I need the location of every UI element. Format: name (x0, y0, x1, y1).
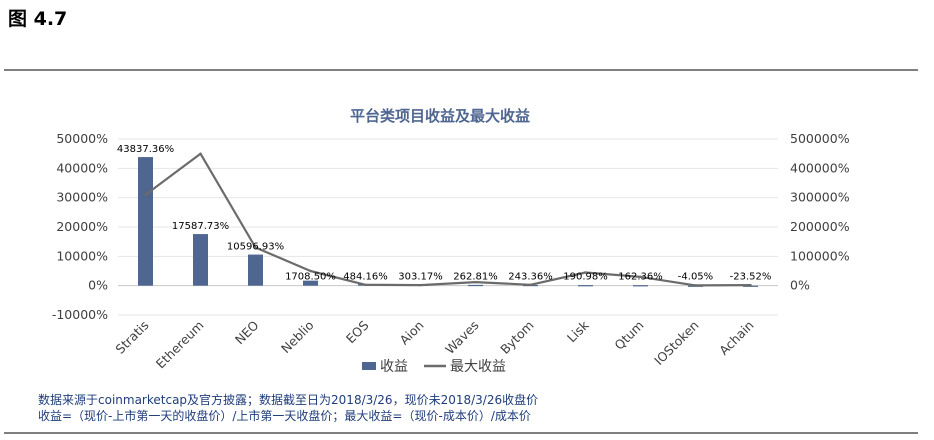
chart-title: 平台类项目收益及最大收益 (350, 107, 530, 125)
legend: 收益 最大收益 (362, 359, 506, 375)
data-label: 484.16% (343, 272, 388, 283)
category-label: NEO (232, 317, 262, 347)
left-tick-label: 50000% (56, 131, 108, 146)
max-return-point (474, 280, 477, 284)
max-return-point (584, 271, 587, 274)
chart: 平台类项目收益及最大收益 -10000% 0% 10000% 20000% 30000%… (52, 107, 850, 375)
category-label: Aion (396, 318, 426, 348)
category-label: IOStoken (651, 318, 702, 369)
max-return-point (199, 152, 202, 155)
bar-neblio (303, 280, 318, 286)
legend-swatch-bar (362, 362, 376, 370)
category-axis: Stratis Ethereum NEO Neblio EOS Aion Waves Byto… (112, 317, 756, 371)
max-return-point (694, 284, 697, 287)
left-axis: -10000% 0% 10000% 20000% 30000% 40000% 50000% (52, 131, 108, 322)
bar-waves (468, 284, 483, 287)
bar-neo (248, 254, 263, 286)
category-label: Stratis (112, 318, 151, 357)
top-divider (4, 69, 918, 71)
data-label: 243.36% (508, 272, 553, 283)
right-axis: 0% 100000% 200000% 300000% 400000% 500000% (790, 131, 850, 293)
right-tick-label: 400000% (790, 160, 850, 175)
max-return-point (144, 193, 147, 196)
bar-lisk (578, 285, 593, 287)
left-tick-label: -10000% (52, 307, 108, 322)
category-label: Neblio (278, 318, 317, 357)
right-tick-label: 100000% (790, 248, 850, 263)
left-tick-label: 30000% (56, 190, 108, 205)
max-return-point (639, 275, 642, 279)
category-label: Qtum (611, 318, 646, 353)
right-tick-label: 500000% (790, 131, 850, 146)
max-return-point (364, 283, 367, 286)
category-label: Waves (442, 318, 481, 357)
max-return-point (419, 283, 422, 287)
data-label: 162.36% (618, 272, 663, 283)
gridlines (118, 138, 778, 316)
data-label: 303.17% (398, 272, 443, 283)
bars (138, 157, 758, 287)
data-label: 43837.36% (117, 144, 174, 155)
category-label: Bytom (497, 318, 536, 357)
left-tick-label: 40000% (56, 160, 108, 175)
max-return-point (254, 246, 257, 249)
max-return-point (749, 283, 752, 287)
source-note: 数据来源于coinmarketcap及官方披露；数据截至日为2018/3/26，… (38, 392, 538, 424)
right-tick-label: 200000% (790, 219, 850, 234)
data-label: 190.98% (563, 272, 608, 283)
max-return-line (144, 152, 751, 287)
data-label: 10596.93% (227, 242, 284, 253)
max-return-point (529, 283, 532, 286)
max-return-point (309, 269, 312, 273)
bar-ethereum (193, 234, 208, 286)
source-note-line-1: 数据来源于coinmarketcap及官方披露；数据截至日为2018/3/26，… (38, 393, 539, 407)
data-label: 17587.73% (172, 221, 229, 232)
data-label: 1708.50% (285, 272, 336, 283)
right-tick-label: 300000% (790, 190, 850, 205)
figure-label: 图 4.7 (8, 8, 68, 30)
legend-label-bar: 收益 (380, 359, 408, 375)
category-label: Achain (716, 318, 756, 358)
left-tick-label: 0% (88, 278, 108, 293)
legend-label-line: 最大收益 (450, 359, 506, 375)
category-label: EOS (343, 317, 372, 346)
data-label: -23.52% (730, 272, 772, 283)
left-tick-label: 20000% (56, 219, 108, 234)
data-labels: 43837.36% 17587.73% 10596.93% 1708.50% 484.1… (117, 144, 771, 283)
bottom-divider (4, 432, 918, 434)
source-note-line-2: 收益=（现价-上市第一天的收盘价）/上市第一天收盘价；最大收益=（现价-成本价）… (38, 409, 531, 423)
category-label: Ethereum (153, 318, 207, 372)
bar-stratis (138, 157, 153, 286)
category-label: Lisk (564, 317, 592, 345)
right-tick-label: 0% (790, 278, 810, 293)
bar-qtum (633, 285, 648, 287)
left-tick-label: 10000% (56, 248, 108, 263)
data-label: -4.05% (678, 272, 713, 283)
data-label: 262.81% (453, 272, 498, 283)
max-return-line-layer (144, 152, 752, 287)
